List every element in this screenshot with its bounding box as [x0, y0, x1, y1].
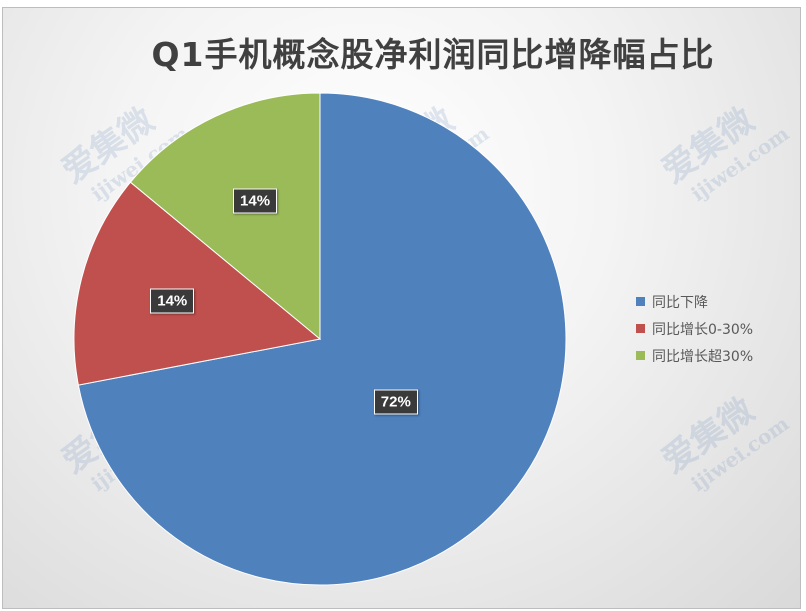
legend-swatch [636, 297, 645, 306]
pie-slice [73, 181, 322, 386]
data-label: 72% [373, 389, 418, 415]
legend-swatch [636, 351, 645, 360]
data-label: 14% [233, 188, 278, 214]
legend-item: 同比增长0-30% [636, 315, 753, 342]
data-label: 14% [150, 288, 195, 314]
legend-item: 同比下降 [636, 288, 753, 315]
legend-label: 同比增长0-30% [652, 321, 754, 338]
legend-label: 同比增长超30% [652, 348, 754, 365]
pie-slice [129, 92, 321, 341]
legend-item: 同比增长超30% [636, 342, 753, 369]
legend: 同比下降同比增长0-30% 同比增长超30% [636, 288, 753, 369]
chart-title: Q1手机概念股净利润同比增降幅占比 [151, 35, 715, 74]
pie-slice [77, 92, 567, 586]
legend-label: 同比下降 [652, 294, 708, 311]
legend-swatch [636, 324, 645, 333]
